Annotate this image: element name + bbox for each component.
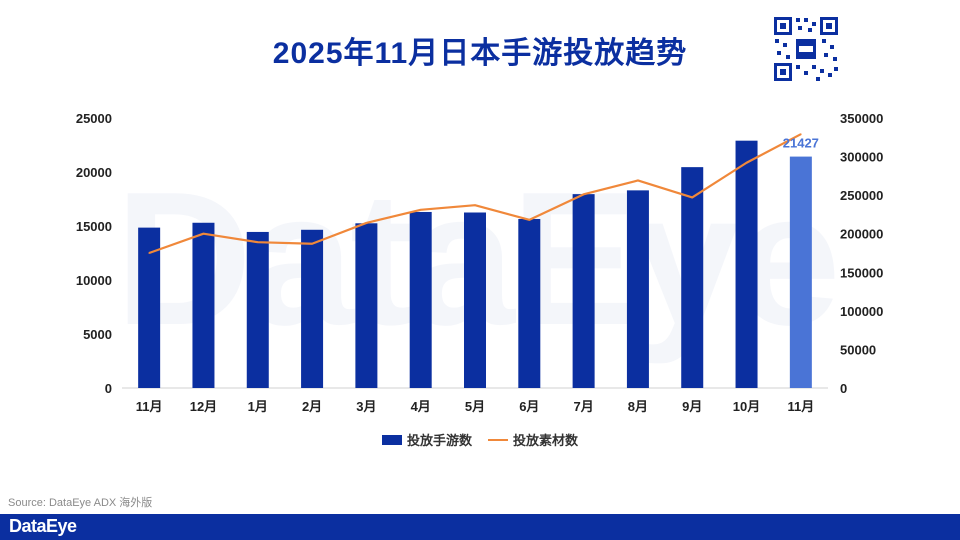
bar bbox=[409, 211, 432, 388]
y-right-tick-label: 300000 bbox=[840, 150, 883, 165]
line-point bbox=[691, 196, 694, 199]
line-point bbox=[419, 209, 422, 211]
line-point bbox=[528, 219, 531, 221]
legend-label-bar-series: 投放手游数 bbox=[406, 433, 472, 448]
line-point bbox=[637, 179, 639, 182]
y-left-tick-label: 25000 bbox=[76, 111, 112, 126]
y-right-tick-label: 50000 bbox=[840, 342, 876, 357]
line-point bbox=[256, 241, 259, 243]
bar bbox=[789, 156, 812, 388]
legend: 投放手游数 投放素材数 bbox=[0, 430, 960, 449]
legend-label-line-series: 投放素材数 bbox=[513, 433, 579, 448]
x-tick-label: 12月 bbox=[190, 399, 217, 414]
bar bbox=[518, 218, 541, 388]
x-tick-label: 3月 bbox=[356, 399, 376, 414]
x-tick-label: 4月 bbox=[411, 399, 431, 414]
line-swatch-icon bbox=[488, 438, 508, 441]
y-right-tick-label: 350000 bbox=[840, 111, 883, 126]
y-left-tick-label: 15000 bbox=[76, 219, 112, 234]
x-tick-label: 7月 bbox=[573, 399, 593, 414]
bar bbox=[681, 167, 704, 388]
y-right-tick-label: 200000 bbox=[840, 227, 883, 242]
y-right-tick-label: 0 bbox=[840, 381, 847, 396]
x-tick-label: 8月 bbox=[628, 399, 648, 414]
footer-logo: DataEye bbox=[9, 516, 77, 536]
line-point bbox=[474, 204, 476, 206]
legend-item-line-series: 投放素材数 bbox=[488, 430, 578, 449]
line-point bbox=[745, 161, 748, 164]
y-left-tick-label: 20000 bbox=[76, 165, 112, 180]
line-point bbox=[582, 193, 585, 196]
y-right-tick-label: 100000 bbox=[840, 304, 883, 319]
line-point bbox=[800, 133, 802, 135]
x-tick-label: 6月 bbox=[519, 399, 539, 414]
source-note: Source: DataEye ADX 海外版 bbox=[8, 497, 153, 509]
line-point bbox=[311, 242, 313, 245]
bar bbox=[464, 212, 486, 388]
y-right-tick-label: 250000 bbox=[840, 188, 883, 203]
bar bbox=[138, 227, 161, 388]
y-left-tick-label: 0 bbox=[105, 381, 112, 396]
y-left-tick-label: 5000 bbox=[83, 327, 112, 342]
y-left-tick-label: 10000 bbox=[76, 273, 112, 288]
page-title: 2025年11月日本手游投放趋势 bbox=[272, 37, 688, 70]
line-point bbox=[202, 232, 205, 235]
x-tick-label: 11月 bbox=[787, 399, 814, 414]
bar bbox=[572, 194, 595, 388]
x-tick-label: 11月 bbox=[136, 399, 163, 414]
bar bbox=[192, 222, 215, 388]
legend-item-bar-series: 投放手游数 bbox=[381, 430, 472, 449]
y-right-tick-label: 150000 bbox=[840, 265, 883, 280]
bar bbox=[301, 229, 324, 388]
line-point bbox=[148, 252, 150, 254]
x-tick-label: 5月 bbox=[465, 399, 485, 414]
x-tick-label: 2月 bbox=[302, 399, 322, 414]
x-tick-label: 10月 bbox=[733, 399, 760, 414]
footer-bar: DataEye bbox=[0, 514, 960, 540]
data-label: 21427 bbox=[783, 136, 819, 151]
bar bbox=[246, 231, 269, 388]
bar-swatch-icon bbox=[381, 434, 402, 445]
qr-code-icon bbox=[772, 15, 840, 83]
bar bbox=[735, 140, 758, 388]
bar bbox=[626, 190, 649, 388]
line-point bbox=[365, 222, 368, 224]
x-tick-label: 9月 bbox=[682, 399, 702, 414]
x-tick-label: 1月 bbox=[248, 399, 268, 414]
bar bbox=[355, 223, 378, 388]
